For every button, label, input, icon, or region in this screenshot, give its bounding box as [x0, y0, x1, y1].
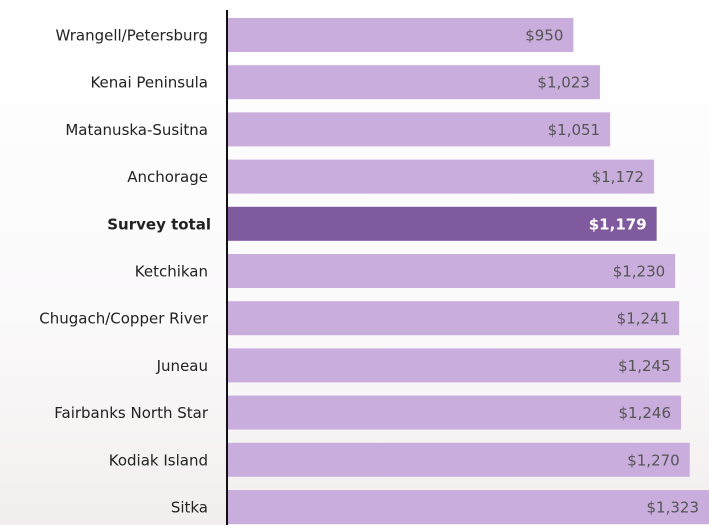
- value-label: $1,241: [617, 310, 670, 328]
- bar: [228, 442, 690, 477]
- value-label: $1,245: [618, 357, 671, 375]
- bar: [228, 301, 680, 336]
- value-label: $1,172: [592, 168, 645, 186]
- value-label: $950: [525, 27, 563, 45]
- bar: [228, 254, 676, 288]
- bar: [228, 159, 655, 194]
- value-label: $1,179: [589, 215, 647, 233]
- bar: [228, 395, 682, 430]
- category-label: Fairbanks North Star: [54, 404, 209, 422]
- category-label: Anchorage: [127, 168, 208, 186]
- bar: [228, 65, 600, 100]
- category-label: Kenai Peninsula: [90, 74, 208, 92]
- category-label: Wrangell/Petersburg: [56, 27, 208, 45]
- value-label: $1,246: [619, 404, 672, 422]
- category-label: Ketchikan: [135, 263, 208, 281]
- value-label: $1,270: [627, 451, 680, 469]
- category-label: Juneau: [156, 357, 208, 375]
- bar: [228, 490, 709, 524]
- bar: [228, 112, 611, 147]
- category-label: Survey total: [107, 215, 211, 233]
- category-label: Kodiak Island: [109, 451, 208, 469]
- bar: [228, 18, 574, 52]
- value-label: $1,230: [613, 263, 666, 281]
- category-label: Chugach/Copper River: [39, 310, 209, 328]
- bar: [228, 206, 657, 241]
- bar: [228, 348, 681, 383]
- value-label: $1,023: [537, 74, 590, 92]
- value-label: $1,323: [647, 499, 700, 517]
- value-label: $1,051: [548, 121, 601, 139]
- category-label: Sitka: [171, 499, 208, 517]
- category-label: Matanuska-Susitna: [65, 121, 208, 139]
